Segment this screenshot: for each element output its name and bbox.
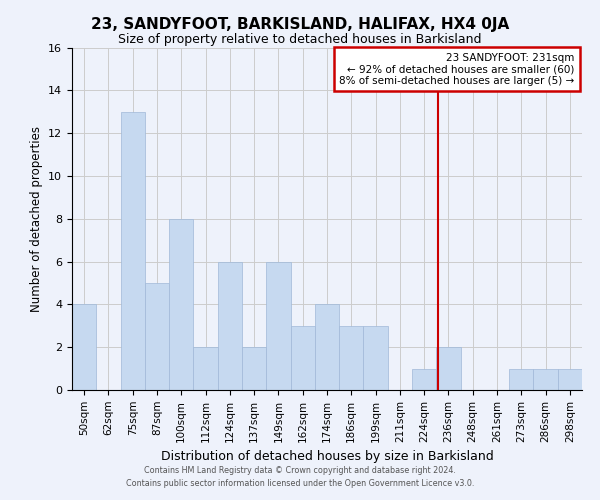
Bar [193,347,218,390]
Bar [412,368,436,390]
Bar [242,347,266,390]
Text: 23 SANDYFOOT: 231sqm
← 92% of detached houses are smaller (60)
8% of semi-detach: 23 SANDYFOOT: 231sqm ← 92% of detached h… [339,52,574,86]
Bar [169,219,193,390]
Bar [145,283,169,390]
Bar [266,262,290,390]
X-axis label: Distribution of detached houses by size in Barkisland: Distribution of detached houses by size … [161,450,493,463]
Y-axis label: Number of detached properties: Number of detached properties [29,126,43,312]
Bar [218,262,242,390]
Text: Size of property relative to detached houses in Barkisland: Size of property relative to detached ho… [118,32,482,46]
Bar [364,326,388,390]
Bar [121,112,145,390]
Bar [339,326,364,390]
Bar [533,368,558,390]
Bar [72,304,96,390]
Bar [558,368,582,390]
Bar [315,304,339,390]
Bar [290,326,315,390]
Text: 23, SANDYFOOT, BARKISLAND, HALIFAX, HX4 0JA: 23, SANDYFOOT, BARKISLAND, HALIFAX, HX4 … [91,18,509,32]
Text: Contains HM Land Registry data © Crown copyright and database right 2024.
Contai: Contains HM Land Registry data © Crown c… [126,466,474,487]
Bar [509,368,533,390]
Bar [436,347,461,390]
